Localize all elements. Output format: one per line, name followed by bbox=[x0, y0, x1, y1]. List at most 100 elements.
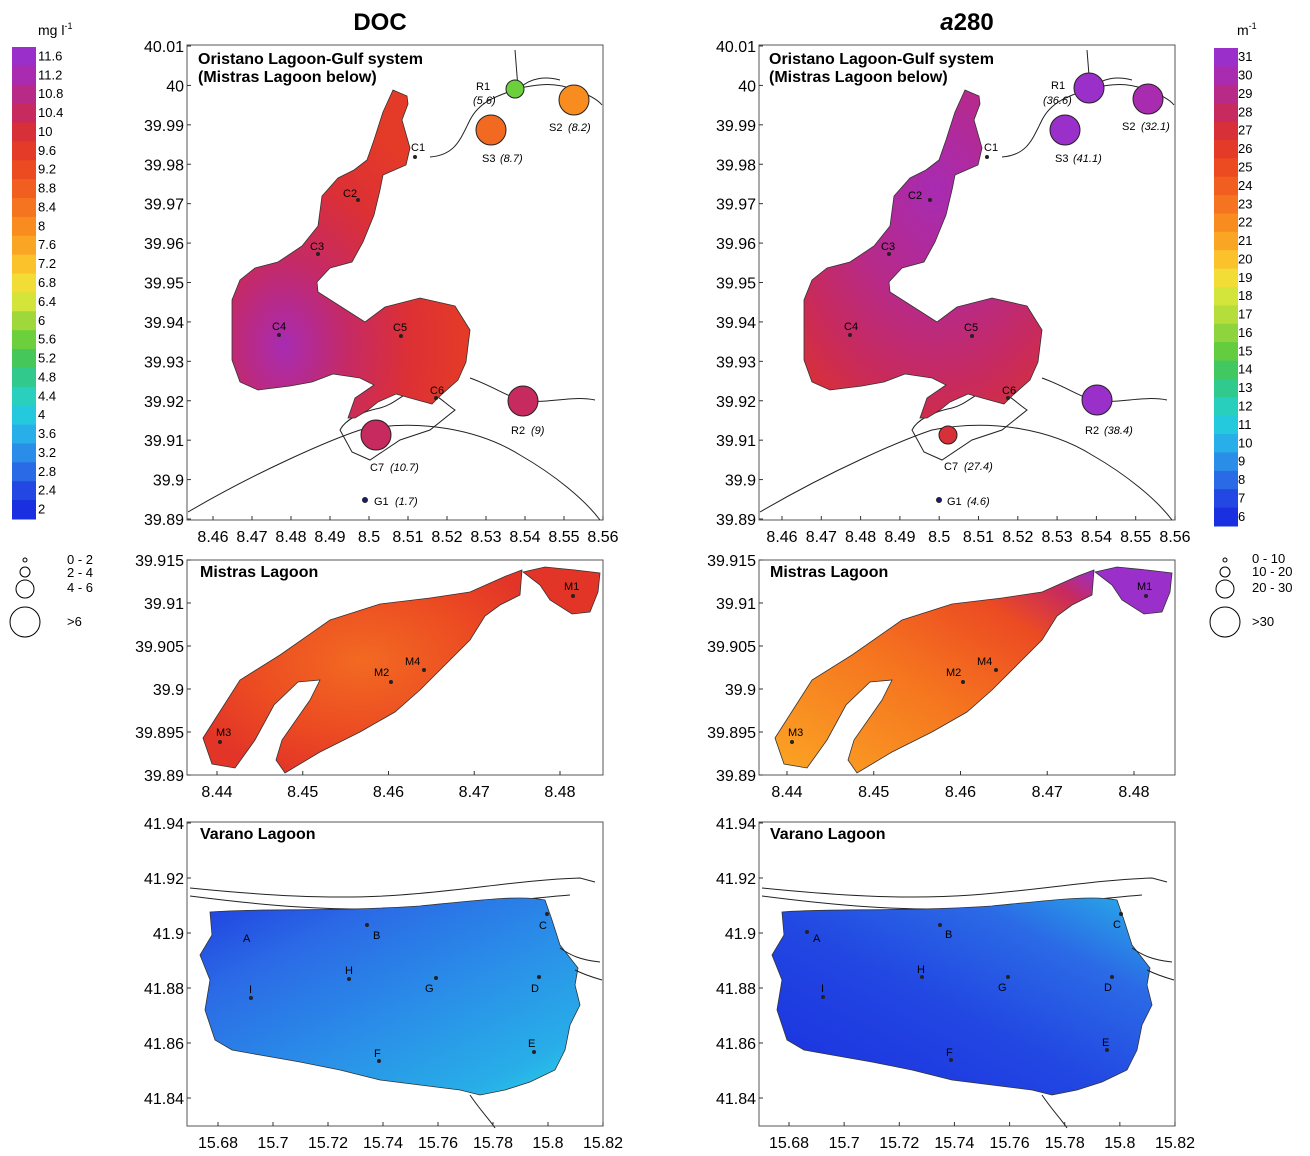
a280-station-c1-dot bbox=[985, 155, 989, 159]
x-tick-label: 8.45 bbox=[858, 784, 889, 801]
x-tick-label: 8.52 bbox=[1002, 529, 1033, 546]
doc-station-c6-dot bbox=[434, 396, 438, 400]
a280-varano-lagoon bbox=[771, 897, 1153, 1096]
a280-scale-swatch bbox=[1214, 103, 1238, 123]
x-tick-label: 8.47 bbox=[806, 529, 837, 546]
doc-station-c1-dot bbox=[413, 155, 417, 159]
x-tick-label: 8.51 bbox=[963, 529, 994, 546]
a280-scale-swatch bbox=[1214, 139, 1238, 159]
doc-color-scale: 11.6 11.2 10.8 10.4 10 9.6 9.2 8.8 8.4 8 7.6 7.2 6.8… bbox=[12, 47, 63, 520]
y-tick-label: 40 bbox=[166, 78, 184, 95]
a280-mistras-lagoon bbox=[774, 569, 1095, 774]
a280-scale-label: 12 bbox=[1238, 399, 1252, 414]
doc-scale-swatch bbox=[12, 481, 36, 501]
a280-size-circle-1 bbox=[1222, 557, 1228, 563]
a280-size-circle-3 bbox=[1215, 579, 1235, 599]
doc-scale-swatch bbox=[12, 47, 36, 67]
a280-station-s2-value: (32.1) bbox=[1141, 121, 1170, 133]
doc-varano-lagoon bbox=[199, 897, 581, 1096]
doc-station-s3-value: (8.7) bbox=[500, 153, 523, 165]
a280-oristano-x-axis: 8.46 8.47 8.48 8.49 8.5 8.51 8.52 8.53 8.54 8.55 8… bbox=[766, 516, 1191, 546]
x-tick-label: 15.76 bbox=[990, 1135, 1030, 1152]
doc-scale-label: 8.4 bbox=[38, 199, 56, 214]
a280-station-c3-dot bbox=[887, 252, 891, 256]
doc-scale-swatch bbox=[12, 443, 36, 463]
doc-mistras-x-axis: 8.44 8.45 8.46 8.47 8.48 bbox=[201, 771, 576, 801]
doc-varano-map: Varano Lagoon A B C D E F G H I 41.9441.… bbox=[144, 816, 623, 1152]
doc-station-g1-marker bbox=[362, 497, 368, 503]
doc-scale-label: 2.4 bbox=[38, 483, 56, 498]
y-tick-label: 41.94 bbox=[716, 816, 756, 833]
doc-station-s3-label: S3 bbox=[482, 153, 495, 165]
a280-station-m3-label: M3 bbox=[788, 727, 803, 739]
doc-station-r2-marker bbox=[507, 385, 539, 417]
x-tick-label: 8.48 bbox=[544, 784, 575, 801]
doc-scale-label: 4.8 bbox=[38, 369, 56, 384]
doc-scale-label: 2.8 bbox=[38, 464, 56, 479]
y-tick-label: 40.01 bbox=[716, 39, 756, 56]
y-tick-label: 41.9 bbox=[153, 926, 184, 943]
doc-scale-swatch bbox=[12, 367, 36, 388]
doc-oristano-title-line2: (Mistras Lagoon below) bbox=[198, 69, 377, 86]
a280-scale-label: 17 bbox=[1238, 307, 1252, 322]
y-tick-label: 39.89 bbox=[144, 768, 184, 785]
doc-scale-label: 4.4 bbox=[38, 388, 56, 403]
a280-scale-label: 24 bbox=[1238, 178, 1252, 193]
doc-scale-swatch bbox=[12, 235, 36, 256]
a280-scale-label: 9 bbox=[1238, 454, 1245, 469]
doc-station-c2-dot bbox=[356, 198, 360, 202]
y-tick-label: 41.86 bbox=[144, 1036, 184, 1053]
a280-scale-label: 19 bbox=[1238, 270, 1252, 285]
doc-scale-label: 9.6 bbox=[38, 143, 56, 158]
y-tick-label: 41.92 bbox=[144, 871, 184, 888]
x-tick-label: 15.8 bbox=[1104, 1135, 1135, 1152]
a280-scale-label: 27 bbox=[1238, 123, 1252, 138]
x-tick-label: 15.7 bbox=[829, 1135, 860, 1152]
doc-size-label-4: >6 bbox=[67, 614, 82, 629]
doc-station-f-dot bbox=[377, 1059, 381, 1063]
a280-station-g1-value: (4.6) bbox=[967, 496, 990, 508]
doc-scale-swatch bbox=[12, 386, 36, 407]
y-tick-label: 39.9 bbox=[153, 473, 184, 490]
a280-scale-swatch bbox=[1214, 84, 1238, 104]
a280-mistras-m1-basin bbox=[1094, 566, 1173, 615]
y-tick-label: 39.93 bbox=[144, 354, 184, 371]
y-tick-label: 39.9 bbox=[153, 682, 184, 699]
a280-scale-label: 14 bbox=[1238, 362, 1252, 377]
doc-scale-label: 4 bbox=[38, 407, 45, 422]
a280-size-label-1: 0 - 10 bbox=[1252, 551, 1285, 566]
doc-scale-swatch bbox=[12, 462, 36, 482]
a280-scale-swatch bbox=[1214, 250, 1238, 270]
a280-scale-swatch bbox=[1214, 121, 1238, 141]
y-tick-label: 41.84 bbox=[716, 1091, 756, 1108]
doc-varano-title: Varano Lagoon bbox=[200, 826, 316, 843]
y-tick-label: 39.89 bbox=[716, 768, 756, 785]
doc-scale-swatch bbox=[12, 84, 36, 105]
a280-station-d-label: D bbox=[1104, 982, 1112, 994]
a280-oristano-y-axis: 40.01 40 39.99 39.98 39.97 39.96 39.95 39.94 39.… bbox=[716, 39, 763, 529]
x-tick-label: 8.55 bbox=[1120, 529, 1151, 546]
x-tick-label: 8.51 bbox=[392, 529, 423, 546]
y-tick-label: 41.86 bbox=[716, 1036, 756, 1053]
doc-station-d-dot bbox=[537, 975, 541, 979]
doc-scale-swatch bbox=[12, 254, 36, 275]
y-tick-label: 39.905 bbox=[135, 639, 184, 656]
a280-size-legend: 0 - 10 10 - 20 20 - 30 >30 bbox=[1209, 551, 1292, 638]
doc-station-c7-label: C7 bbox=[370, 462, 384, 474]
a280-scale-swatch bbox=[1214, 507, 1238, 527]
a280-station-r1-value: (36.6) bbox=[1043, 95, 1072, 107]
a280-mistras-x-axis: 8.44 8.45 8.46 8.47 8.48 bbox=[771, 771, 1150, 801]
a280-scale-label: 15 bbox=[1238, 343, 1252, 358]
y-tick-label: 39.99 bbox=[716, 118, 756, 135]
a280-scale-label: 16 bbox=[1238, 325, 1252, 340]
a280-station-m2-label: M2 bbox=[946, 667, 961, 679]
a280-station-s3-marker bbox=[1049, 114, 1081, 146]
a280-station-c7-marker bbox=[938, 425, 958, 445]
doc-oristano-x-axis: 8.46 8.47 8.48 8.49 8.5 8.51 8.52 8.53 8.54 8.55 8… bbox=[197, 516, 619, 546]
x-tick-label: 8.56 bbox=[1159, 529, 1190, 546]
a280-size-label-2: 10 - 20 bbox=[1252, 564, 1292, 579]
a280-scale-label: 18 bbox=[1238, 288, 1252, 303]
y-tick-label: 39.92 bbox=[716, 394, 756, 411]
a280-scale-label: 6 bbox=[1238, 509, 1245, 524]
a280-station-c1-label: C1 bbox=[984, 142, 998, 154]
